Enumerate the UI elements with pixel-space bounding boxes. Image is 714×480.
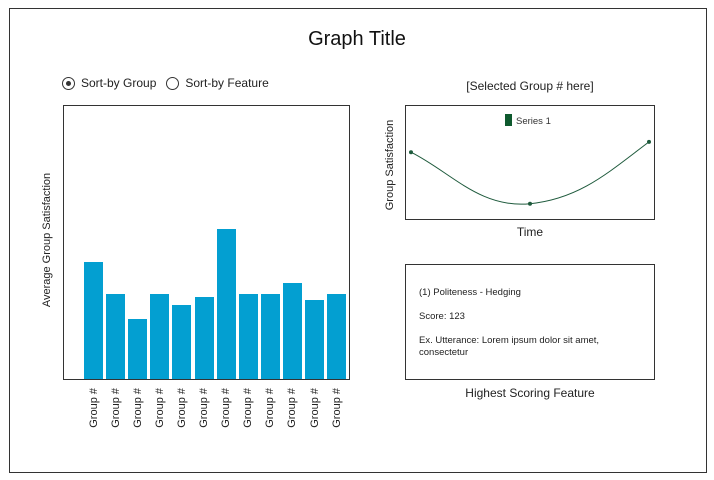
radio-checked-icon bbox=[62, 76, 75, 90]
bar[interactable] bbox=[84, 261, 103, 379]
main-frame bbox=[9, 8, 707, 473]
bar[interactable] bbox=[305, 299, 324, 379]
series-1-point[interactable] bbox=[409, 150, 413, 155]
bar-category-label: Group # bbox=[198, 388, 210, 428]
bar-category-label: Group # bbox=[175, 388, 188, 428]
sort-by-group-label: Sort-by Group bbox=[81, 76, 157, 90]
bar[interactable] bbox=[282, 283, 302, 379]
bar-category-label: Group # bbox=[242, 388, 255, 428]
series-1-point[interactable] bbox=[528, 201, 532, 206]
series-1-point[interactable] bbox=[647, 139, 651, 144]
bar[interactable] bbox=[260, 294, 280, 379]
bar-category-label: Group # bbox=[220, 388, 233, 428]
line-chart-x-axis-label: Time bbox=[516, 225, 544, 239]
sort-radio-group: Sort-by Group Sort-by Feature bbox=[62, 76, 279, 90]
feature-score: Score: 123 bbox=[419, 311, 465, 322]
feature-utterance: Ex. Utterance: Lorem ipsum dolor sit ame… bbox=[419, 335, 600, 358]
bar[interactable] bbox=[128, 318, 148, 379]
radio-unchecked-icon bbox=[166, 76, 180, 90]
page-title: Graph Title bbox=[308, 28, 406, 50]
bar-category-label: Group # bbox=[87, 388, 100, 428]
feature-name: (1) Politeness - Hedging bbox=[419, 287, 521, 298]
feature-info-box: (1) Politeness - Hedging Score: 123 Ex. … bbox=[405, 264, 655, 380]
sort-by-feature-label: Sort-by Feature bbox=[185, 76, 269, 90]
bar[interactable] bbox=[172, 305, 192, 379]
bar-category-label: Group # bbox=[131, 388, 144, 428]
bar-chart bbox=[63, 105, 350, 380]
bar-category-label: Group # bbox=[330, 388, 343, 428]
bar-category-label: Group # bbox=[153, 388, 166, 428]
line-chart: Series 1 bbox=[405, 105, 655, 220]
bar-category-label: Group # bbox=[109, 388, 122, 428]
bar-category-label: Group # bbox=[264, 388, 277, 428]
selected-group-title: [Selected Group # here] bbox=[466, 79, 594, 93]
sort-by-feature-radio[interactable]: Sort-by Feature bbox=[166, 76, 269, 90]
bar[interactable] bbox=[216, 228, 236, 379]
legend-swatch bbox=[505, 114, 512, 126]
series-1-line bbox=[410, 141, 650, 205]
bar[interactable] bbox=[150, 294, 170, 379]
sort-by-group-radio[interactable]: Sort-by Group bbox=[62, 76, 156, 90]
bar-category-label: Group # bbox=[286, 388, 299, 428]
bar[interactable] bbox=[327, 294, 347, 379]
bar[interactable] bbox=[106, 294, 126, 379]
bar[interactable] bbox=[194, 297, 214, 379]
bar[interactable] bbox=[238, 294, 258, 379]
legend-label: Series 1 bbox=[516, 116, 551, 127]
line-chart-y-axis-label: Group Satisfaction bbox=[384, 119, 396, 211]
feature-caption: Highest Scoring Feature bbox=[465, 386, 595, 400]
bar-chart-y-axis-label: Average Group Satisfaction bbox=[41, 172, 53, 308]
line-chart-plot: Series 1 bbox=[409, 114, 651, 206]
bar-category-label: Group # bbox=[308, 388, 321, 428]
